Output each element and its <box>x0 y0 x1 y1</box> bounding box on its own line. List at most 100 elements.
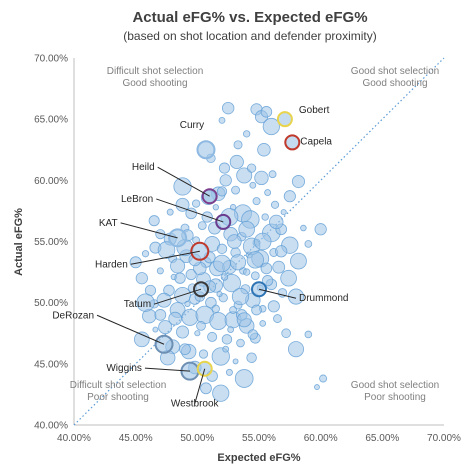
data-point <box>196 321 206 331</box>
data-point <box>246 163 257 173</box>
data-point <box>156 267 164 275</box>
data-point <box>319 374 328 383</box>
x-tick-label: 45.00% <box>119 433 153 444</box>
y-tick-label: 70.00% <box>34 54 68 65</box>
y-axis-label: Actual eFG% <box>13 208 25 276</box>
y-tick-label: 60.00% <box>34 176 68 187</box>
data-point <box>232 358 239 365</box>
data-point <box>267 300 280 313</box>
data-point <box>157 241 176 259</box>
player-label-curry: Curry <box>180 120 204 131</box>
quadrant-label: Good shooting <box>362 78 427 89</box>
plot-area: 40.00% 45.00% 50.00% 55.00% 60.00% 65.00% 70.0… <box>34 54 461 445</box>
player-marker-capela <box>284 134 301 151</box>
leader-line <box>156 198 224 223</box>
leader-line <box>194 368 206 404</box>
data-point <box>184 300 191 307</box>
x-tick-label: 55.00% <box>242 433 276 444</box>
data-point <box>261 213 269 221</box>
data-point <box>211 304 220 313</box>
data-point <box>134 331 150 348</box>
player-label-derozan: DeRozan <box>52 310 94 321</box>
data-point <box>173 177 192 196</box>
data-point <box>191 199 201 208</box>
data-point <box>280 209 287 216</box>
data-point <box>314 223 327 236</box>
data-point <box>198 349 209 359</box>
data-point <box>136 293 155 312</box>
y-tick-label: 45.00% <box>34 359 68 370</box>
data-point <box>220 273 229 281</box>
data-point <box>275 245 288 258</box>
data-point <box>314 384 320 390</box>
data-point <box>236 167 253 184</box>
data-point <box>212 384 230 402</box>
data-point <box>216 291 223 298</box>
player-label-drummond: Drummond <box>299 293 348 304</box>
data-point <box>270 200 280 209</box>
data-point <box>304 240 313 248</box>
data-point <box>154 309 167 321</box>
data-point <box>247 329 259 340</box>
data-point <box>243 130 251 138</box>
data-point <box>262 275 274 287</box>
leader-line <box>96 314 165 345</box>
data-point <box>175 197 190 212</box>
data-point <box>213 254 231 273</box>
data-point <box>236 312 252 328</box>
data-point <box>234 369 254 388</box>
player-label-wiggins: Wiggins <box>106 363 142 374</box>
data-point <box>200 382 212 395</box>
data-point <box>242 268 251 276</box>
x-axis-label: Expected eFG% <box>217 452 300 464</box>
leader-line <box>153 288 202 305</box>
data-point <box>141 250 150 258</box>
data-point <box>148 215 160 227</box>
data-point <box>225 368 233 376</box>
data-point <box>156 292 172 308</box>
x-tick-label: 70.00% <box>427 433 461 444</box>
x-tick-label: 50.00% <box>180 433 214 444</box>
data-point <box>268 170 277 179</box>
data-point <box>218 162 231 174</box>
data-point <box>260 106 273 118</box>
y-tick-label: 40.00% <box>34 421 68 432</box>
data-point <box>221 101 235 115</box>
quadrant-label: Poor shooting <box>87 392 149 403</box>
leader-line <box>120 222 178 239</box>
data-point <box>227 234 242 249</box>
leader-line <box>144 367 190 372</box>
player-label-heild: Heild <box>132 162 155 173</box>
quadrant-label: Difficult shot selection <box>70 380 167 391</box>
data-point <box>287 341 305 358</box>
data-point <box>280 269 297 287</box>
leader-line <box>157 166 210 197</box>
data-point <box>194 330 201 337</box>
player-label-gobert: Gobert <box>299 105 330 116</box>
chart-subtitle: (based on shot location and defender pro… <box>123 29 376 43</box>
data-point <box>259 320 267 327</box>
data-point <box>168 311 182 326</box>
player-label-capela: Capela <box>300 136 332 147</box>
data-point <box>181 308 199 326</box>
data-point <box>236 338 245 348</box>
chart-title: Actual eFG% vs. Expected eFG% <box>132 9 367 26</box>
player-label-lebron: LeBron <box>121 194 153 205</box>
data-point <box>304 330 313 339</box>
data-point <box>216 243 228 255</box>
data-point <box>201 211 213 223</box>
data-point <box>257 143 271 157</box>
y-tick-label: 50.00% <box>34 298 68 309</box>
x-tick-label: 65.00% <box>365 433 399 444</box>
data-point <box>229 154 244 170</box>
data-point <box>231 185 240 195</box>
data-point <box>254 170 269 186</box>
leader-line <box>258 288 297 299</box>
quadrant-label: Good shot selection <box>351 66 439 77</box>
data-point <box>246 352 257 363</box>
data-point <box>252 197 261 206</box>
data-point <box>166 208 174 216</box>
data-point <box>219 174 232 187</box>
player-label-kat: KAT <box>99 218 118 229</box>
